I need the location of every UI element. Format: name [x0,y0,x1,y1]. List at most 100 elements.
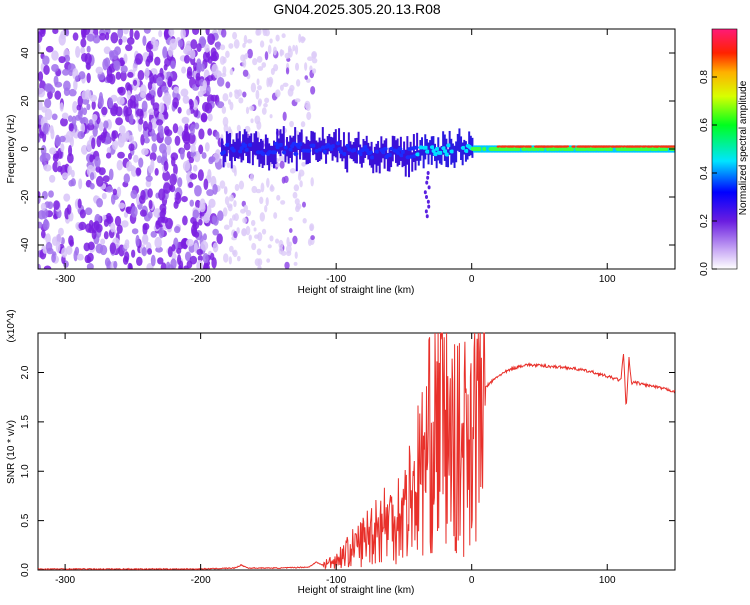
signal-cell-mid [569,147,575,151]
noise-cell [68,144,73,157]
noise-cell [125,82,131,91]
signal-cell-mid [423,145,429,150]
sparse-noise-cell [250,118,254,124]
noise-cell [158,30,163,38]
noise-cell [110,222,116,233]
noise-cell [204,102,213,114]
sparse-noise-cell [310,235,315,241]
sparse-noise-cell [275,238,280,244]
snr-x-label: Height of straight line (km) [298,585,415,596]
signal-cell-outer [447,149,450,168]
noise-cell [42,122,49,135]
noise-cell [44,108,53,121]
signal-cell-outer [401,151,404,168]
noise-cell [153,40,159,48]
noise-cell [182,160,191,172]
sparse-noise-cell [273,212,278,219]
noise-cell [173,163,178,176]
sparse-noise-cell [221,106,227,114]
sparse-noise-cell [300,121,306,128]
x-tick-label: -100 [326,575,346,586]
sparse-noise-cell [282,111,287,122]
sparse-noise-cell [222,93,229,102]
sparse-noise-cell [255,89,260,100]
signal-cell-outer [295,143,298,172]
noise-cell [53,200,60,210]
noise-cell [94,156,101,168]
noise-cell [170,152,179,161]
noise-cell [142,223,148,236]
signal-cell-outer [253,133,256,155]
signal-cell-peak [571,145,577,148]
sparse-noise-cell [243,204,249,212]
sparse-noise-cell [238,97,244,104]
y-tick-label: 0.5 [20,513,31,527]
noise-cell [96,198,103,208]
signal-cell-outer [220,138,223,156]
signal-cell-mid [281,150,287,155]
signal-cell-mid [342,152,348,157]
sparse-noise-cell [225,81,231,89]
noise-cell [141,234,149,245]
signal-cell-mid [242,143,248,148]
signal-tail-cell [423,190,427,195]
noise-cell [54,81,63,88]
sparse-noise-cell [224,196,230,206]
signal-cell-outer [312,131,315,156]
noise-cell [91,114,98,122]
noise-cell [189,99,194,110]
signal-cell-mid [415,152,421,157]
signal-cell-mid [247,142,253,147]
noise-cell [203,178,209,190]
noise-cell [210,47,217,57]
noise-cell [193,242,198,254]
noise-cell [100,131,106,144]
sparse-noise-cell [267,244,272,249]
noise-cell [202,263,211,269]
noise-cell [186,108,191,116]
y-tick-label: 2.0 [20,365,31,379]
signal-cell-outer [237,138,240,159]
signal-cell-mid [368,150,374,155]
sparse-noise-cell [306,111,312,121]
colorbar-tick-label: 0.8 [699,70,710,84]
signal-cell-outer [344,145,347,169]
noise-cell [150,230,157,238]
signal-cell-mid [395,150,401,155]
sparse-noise-cell [242,69,249,77]
noise-cell [44,98,52,109]
sparse-noise-cell [250,82,257,93]
figure-title: GN04.2025.305.20.13.R08 [273,1,441,17]
noise-cell [86,103,91,111]
noise-cell [54,90,62,100]
noise-cell [111,139,118,151]
noise-cell [89,94,98,103]
noise-cell [206,189,214,197]
noise-cell [163,160,169,172]
signal-cell-mid [398,153,404,158]
noise-cell [49,174,56,183]
signal-cell-outer [256,137,259,160]
signal-cell-mid [231,148,237,153]
signal-cell-outer [328,133,331,152]
signal-cell-outer [342,132,345,159]
signal-cell-outer [403,141,406,167]
signal-cell-outer [486,145,489,153]
noise-cell [194,199,201,209]
sparse-noise-cell [225,50,230,59]
sparse-noise-cell [228,43,234,49]
signal-cell-outer [224,146,227,163]
signal-cell-outer [282,126,285,155]
noise-cell [89,183,95,190]
noise-cell [38,42,41,54]
noise-cell [52,29,59,35]
noise-cell [115,106,123,117]
signal-cell-mid [664,147,670,151]
noise-cell [147,121,153,133]
sparse-noise-cell [222,116,229,127]
signal-cell-outer [468,131,471,157]
signal-cell-outer [313,132,316,155]
sparse-noise-cell [247,48,253,59]
signal-cell-mid [345,143,351,148]
